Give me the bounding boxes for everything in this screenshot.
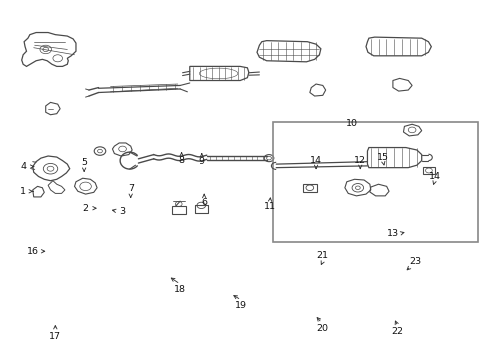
Text: 19: 19 — [235, 301, 247, 310]
Text: 20: 20 — [316, 324, 328, 333]
Bar — [303, 184, 317, 192]
Text: 8: 8 — [179, 156, 185, 165]
Text: 7: 7 — [128, 184, 134, 193]
Bar — [172, 206, 186, 213]
Text: 22: 22 — [392, 327, 404, 336]
Text: 12: 12 — [354, 156, 366, 165]
Bar — [423, 167, 435, 174]
Text: 11: 11 — [264, 202, 276, 211]
Text: 17: 17 — [49, 333, 61, 342]
Text: 13: 13 — [387, 229, 399, 238]
Text: 6: 6 — [201, 198, 207, 207]
Text: 4: 4 — [20, 162, 26, 171]
Text: 3: 3 — [120, 207, 125, 216]
Text: 18: 18 — [174, 285, 186, 294]
Text: 21: 21 — [317, 251, 329, 260]
Text: 15: 15 — [377, 153, 389, 162]
Bar — [195, 206, 208, 213]
Text: 10: 10 — [345, 119, 358, 128]
Text: 23: 23 — [410, 257, 421, 266]
Text: 5: 5 — [81, 158, 87, 167]
Text: 9: 9 — [199, 157, 205, 166]
Text: 1: 1 — [20, 187, 25, 196]
Text: 2: 2 — [83, 204, 89, 213]
Bar — [273, 122, 478, 242]
Text: 16: 16 — [27, 247, 39, 256]
Text: 14: 14 — [429, 172, 441, 181]
Text: 14: 14 — [310, 156, 322, 165]
